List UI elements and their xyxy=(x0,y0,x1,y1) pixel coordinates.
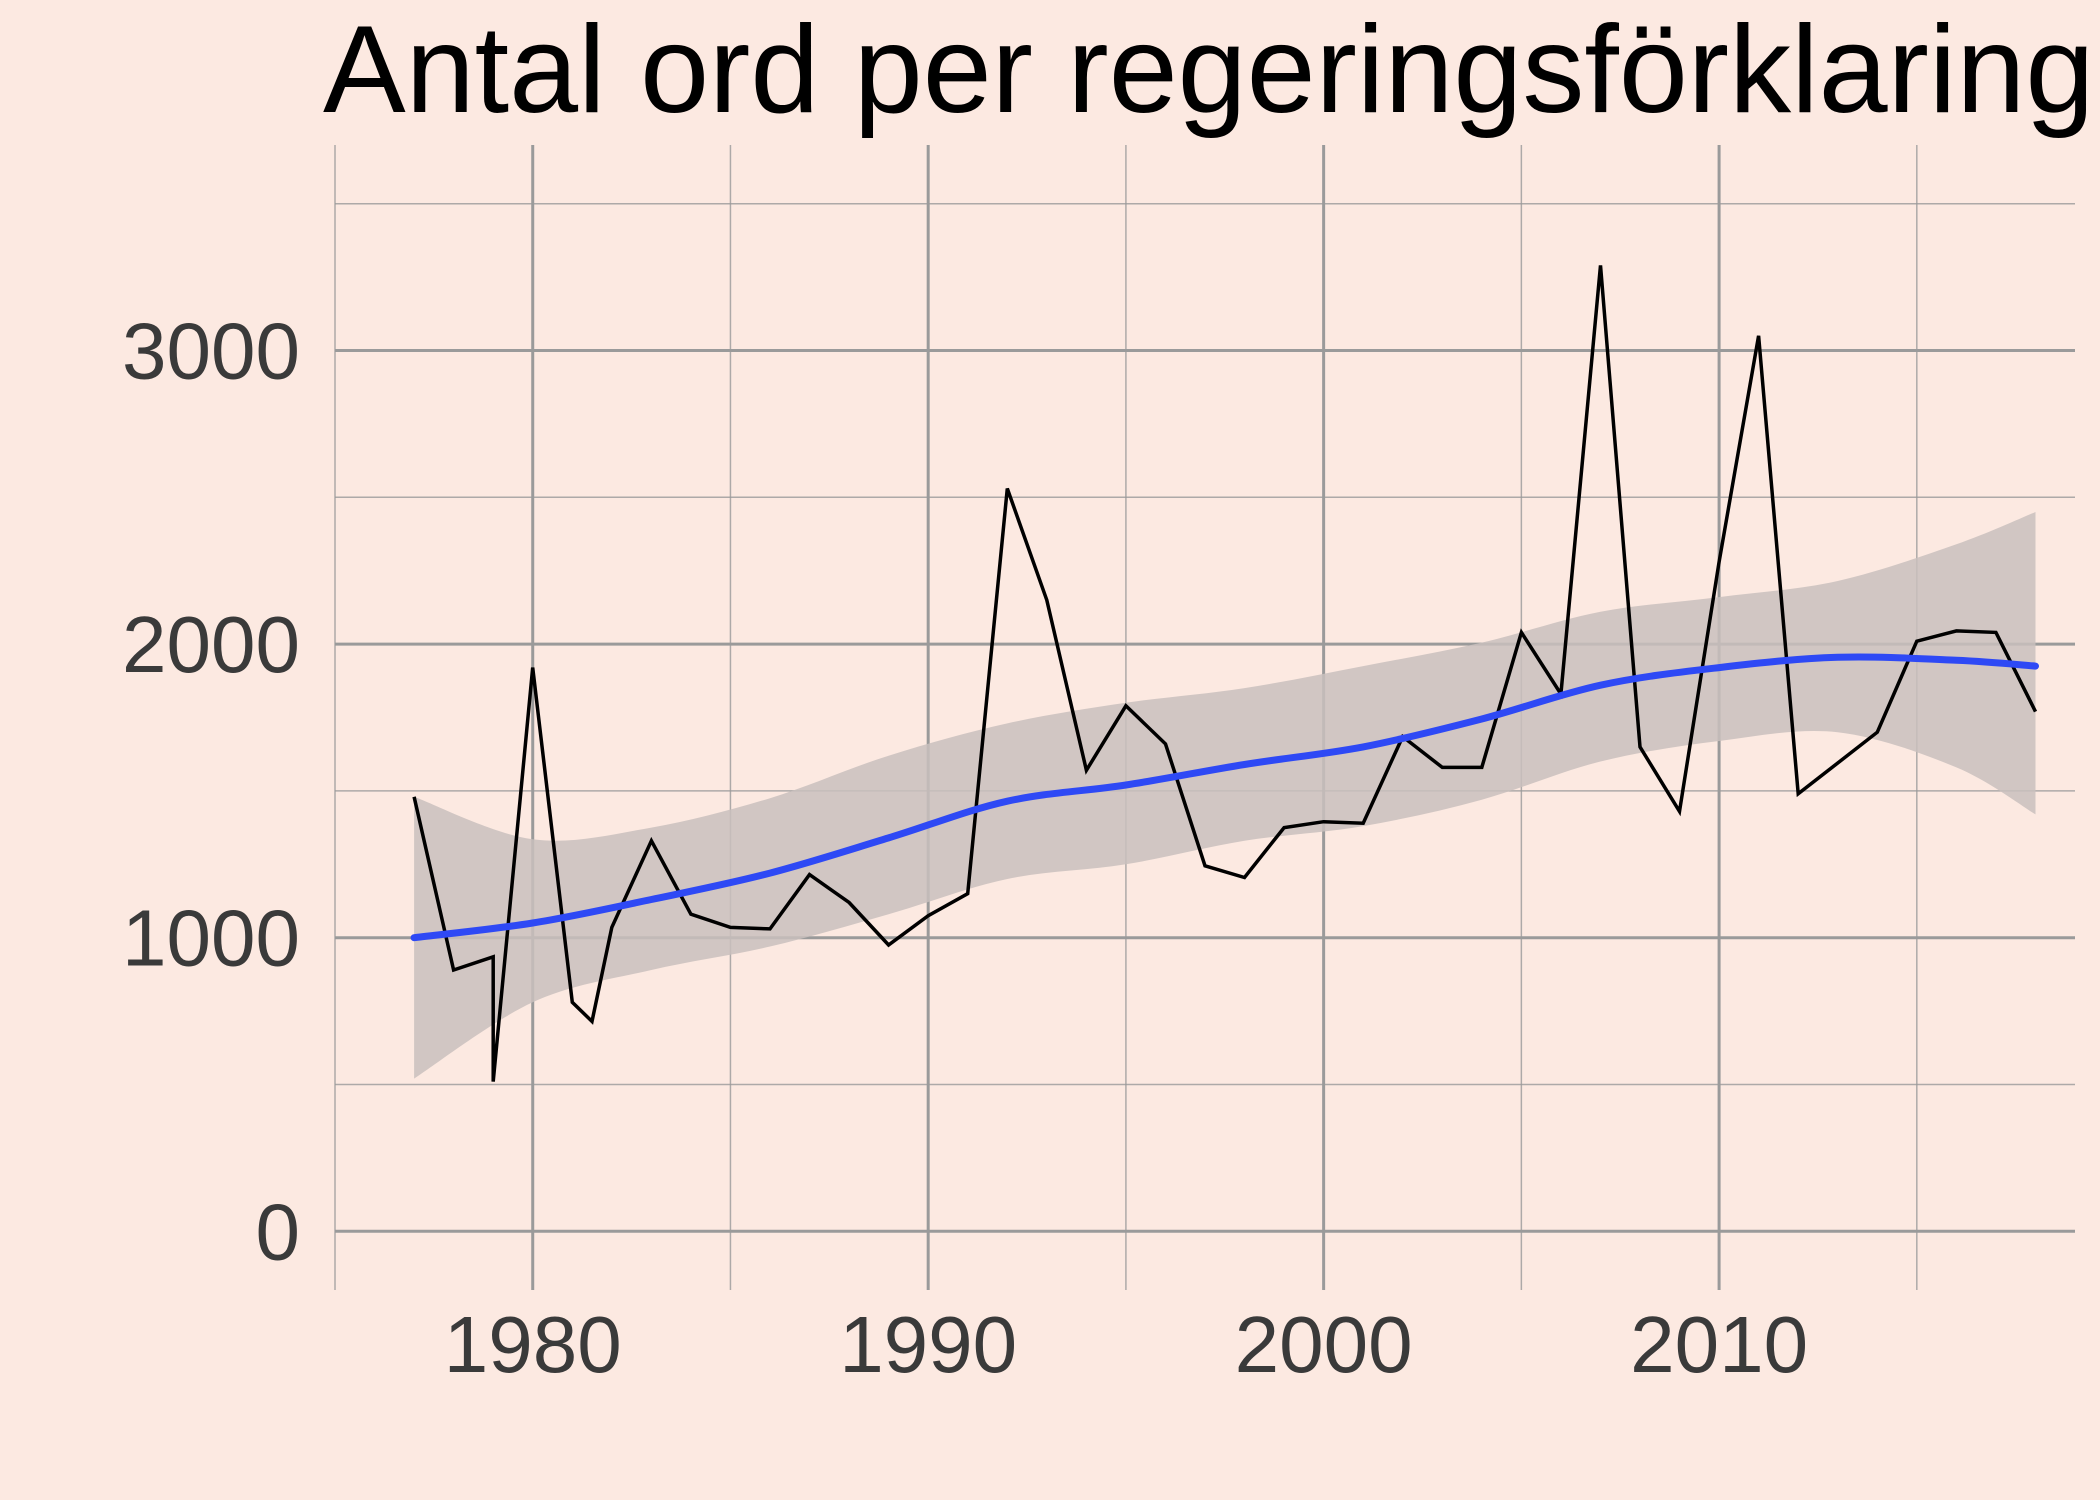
x-tick-label: 2010 xyxy=(1630,1300,1808,1389)
y-tick-label: 3000 xyxy=(122,307,300,396)
x-tick-label: 2000 xyxy=(1235,1300,1413,1389)
chart-title: Antal ord per regeringsförklaring xyxy=(323,1,2094,139)
y-tick-label: 2000 xyxy=(122,600,300,689)
y-axis: 0 1000 2000 3000 xyxy=(122,307,300,1277)
confidence-band xyxy=(414,512,2036,1079)
x-tick-label: 1980 xyxy=(444,1300,622,1389)
data-line-path xyxy=(412,265,2038,1082)
y-tick-label: 0 xyxy=(256,1187,301,1276)
trend-line-path xyxy=(410,653,2039,942)
data-series xyxy=(412,265,2038,1082)
x-axis: 1980 1990 2000 2010 xyxy=(444,1300,1808,1389)
grid-major xyxy=(335,145,2075,1290)
y-tick-label: 1000 xyxy=(122,894,300,983)
trend-series xyxy=(410,653,2039,942)
confidence-band-area xyxy=(414,512,2036,1079)
x-tick-label: 1990 xyxy=(839,1300,1017,1389)
